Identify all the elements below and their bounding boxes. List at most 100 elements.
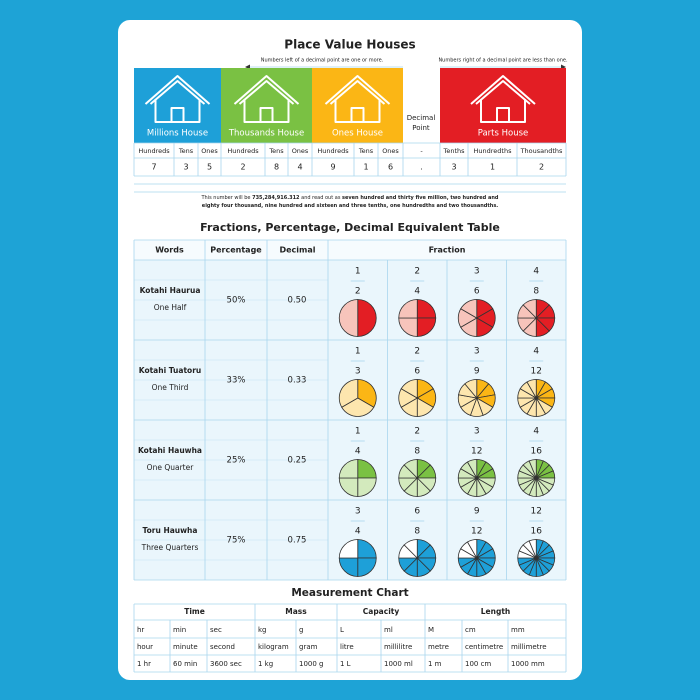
words-english: One Third	[152, 383, 189, 392]
measure-symbol: mm	[511, 626, 525, 634]
numerator: 4	[533, 427, 539, 437]
measure-value: 100 cm	[465, 660, 491, 668]
column-header: Tens	[178, 147, 194, 155]
fraction-pie	[398, 539, 437, 577]
numerator: 2	[414, 427, 420, 437]
note: Numbers left of a decimal point are one …	[261, 58, 384, 64]
denominator: 4	[414, 287, 420, 297]
measure-symbol: M	[428, 626, 434, 634]
measure-value: 3600 sec	[210, 660, 242, 668]
column-header: Ones	[382, 147, 399, 155]
fraction-pie	[398, 379, 437, 417]
denominator: 6	[414, 367, 420, 377]
measure-value: 1 m	[428, 660, 442, 668]
column-header: Hundredths	[474, 147, 513, 155]
measure-symbol: ml	[384, 626, 393, 634]
measure-value: 1000 mm	[511, 660, 545, 668]
section-title: Place Value Houses	[284, 38, 415, 52]
pie-slice	[341, 397, 375, 417]
denominator: 2	[355, 287, 361, 297]
digit: 4	[297, 163, 302, 172]
numerator: 2	[414, 347, 420, 357]
denominator: 16	[531, 527, 543, 537]
pie-slice	[357, 477, 377, 497]
digit: 8	[274, 163, 279, 172]
column-header: Ones	[292, 147, 309, 155]
fraction-pie	[457, 379, 496, 417]
denominator: 12	[471, 447, 482, 457]
digit: 5	[207, 163, 212, 172]
pie-slice	[357, 557, 377, 577]
column-header: Hundreds	[317, 147, 349, 155]
words-maori: Toru Hauwha	[143, 526, 198, 535]
measure-name: kilogram	[258, 643, 289, 651]
number-note: This number will be 735,284,916.312 and …	[200, 195, 498, 201]
percentage: 50%	[227, 296, 246, 306]
numerator: 9	[474, 507, 480, 517]
note-part: This number will be	[200, 195, 252, 201]
house-icon	[233, 75, 300, 123]
note-part: eighty four thousand, nine hundred and s…	[202, 203, 499, 209]
table-header-cell: Decimal	[279, 246, 315, 255]
column-header: Tens	[358, 147, 374, 155]
pie-slice	[464, 379, 478, 400]
table-header-cell: Fraction	[429, 246, 466, 255]
pie-slice	[466, 539, 478, 560]
fraction-pie	[517, 539, 556, 577]
measure-group: Mass	[285, 607, 307, 616]
measure-value: 60 min	[173, 660, 197, 668]
section-title: Measurement Chart	[291, 587, 408, 599]
denominator: 8	[414, 527, 420, 537]
measure-name: hour	[137, 643, 153, 651]
pie-slice	[460, 299, 478, 319]
column-header: Tenths	[442, 147, 465, 155]
measure-name: centimetre	[465, 643, 503, 651]
measure-value: 1 hr	[137, 660, 151, 668]
digit: 2	[539, 163, 544, 172]
pie-slice	[403, 459, 418, 479]
decimal: 0.25	[288, 456, 307, 466]
words-maori: Kotahi Tuatoru	[139, 366, 201, 375]
measure-name: second	[210, 643, 235, 651]
pie-slice	[338, 557, 359, 577]
section-title: Fractions, Percentage, Decimal Equivalen…	[200, 221, 500, 234]
pie-slice	[403, 539, 418, 559]
digit: 1	[490, 163, 495, 172]
pie-slice	[400, 379, 418, 399]
pie-slice	[338, 539, 359, 559]
fraction-pie	[338, 379, 377, 417]
numerator: 4	[533, 347, 539, 357]
digit: 3	[451, 163, 456, 172]
measure-value: 1 L	[340, 660, 351, 668]
column-header: Thousandths	[520, 147, 563, 155]
measure-symbol: cm	[465, 626, 476, 634]
house-icon	[324, 75, 391, 123]
measure-symbol: min	[173, 626, 186, 634]
words-english: One Half	[154, 303, 187, 312]
pie-slice	[357, 459, 377, 479]
column-header: -	[420, 147, 423, 155]
house-label: Ones House	[332, 129, 383, 139]
numerator: 4	[533, 267, 539, 277]
digit: 9	[330, 163, 335, 172]
fraction-pie	[517, 379, 556, 417]
words-english: Three Quarters	[141, 543, 199, 552]
pie-slice	[416, 299, 437, 319]
measure-symbol: hr	[137, 626, 144, 634]
numerator: 3	[474, 427, 480, 437]
pie-slice	[526, 379, 537, 400]
words-maori: Kotahi Hauwha	[138, 446, 202, 455]
fraction-pie	[457, 539, 496, 577]
pie-slice	[338, 379, 359, 408]
pie-slice	[357, 299, 377, 337]
note: Numbers right of a decimal point are les…	[438, 58, 568, 64]
words-english: One Quarter	[147, 463, 195, 472]
measure-name: millimetre	[511, 643, 547, 651]
fraction-pie	[398, 459, 437, 497]
denominator: 12	[471, 527, 482, 537]
table-header-cell: Words	[155, 246, 184, 255]
words-maori: Kotahi Haurua	[140, 286, 201, 295]
pie-slice	[528, 539, 537, 559]
denominator: 4	[355, 527, 361, 537]
